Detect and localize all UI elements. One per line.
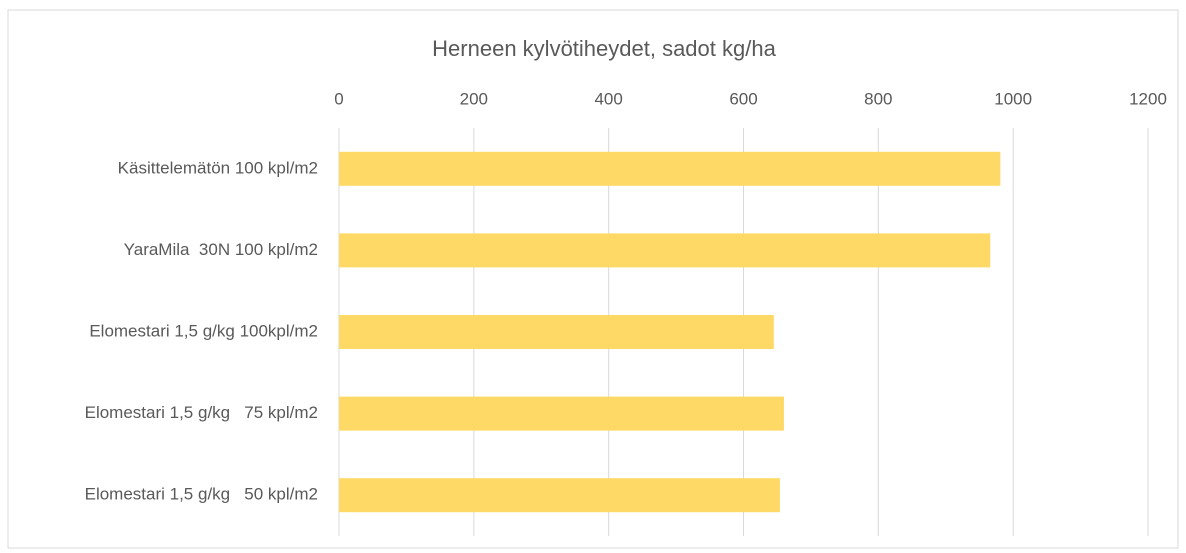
x-tick-label: 600 [729, 89, 757, 108]
bar [339, 315, 774, 349]
bar [339, 396, 784, 431]
x-tick-label: 800 [864, 89, 892, 108]
bar [339, 151, 1001, 186]
y-tick-label: Elomestari 1,5 g/kg 100kpl/m2 [89, 321, 318, 340]
y-tick-label: YaraMila 30N 100 kpl/m2 [124, 240, 318, 259]
x-tick-label: 1000 [994, 89, 1032, 108]
x-tick-label: 400 [594, 89, 622, 108]
x-tick-label: 1200 [1129, 89, 1167, 108]
bar [339, 478, 780, 513]
chart-border [7, 9, 1179, 549]
y-tick-label: Elomestari 1,5 g/kg 75 kpl/m2 [85, 403, 318, 422]
chart-title: Herneen kylvötiheydet, sadot kg/ha [432, 36, 776, 61]
x-tick-label: 0 [334, 89, 343, 108]
y-tick-label: Elomestari 1,5 g/kg 50 kpl/m2 [85, 485, 318, 504]
bar [339, 233, 991, 268]
y-tick-label: Käsittelemätön 100 kpl/m2 [118, 158, 318, 177]
x-tick-label: 200 [460, 89, 488, 108]
